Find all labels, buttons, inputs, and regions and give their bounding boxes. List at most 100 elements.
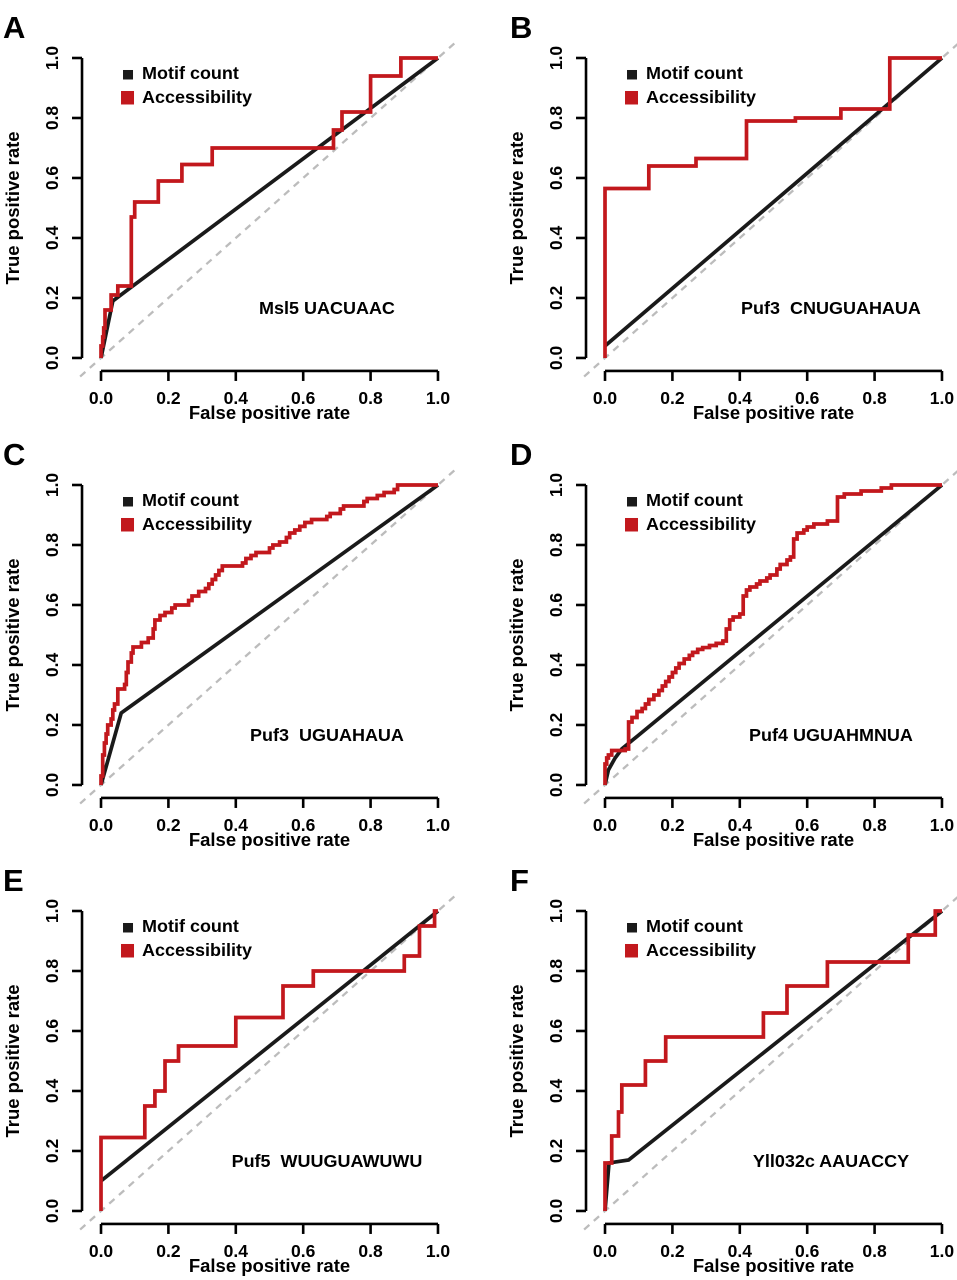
- x-tick-label: 0.4: [727, 388, 752, 408]
- x-tick-label: 1.0: [929, 1241, 953, 1261]
- x-tick-label: 0.2: [156, 388, 181, 408]
- x-tick-label: 0.6: [291, 1241, 316, 1261]
- legend-label-motif-count: Motif count: [646, 916, 743, 936]
- legend-swatch-motif-count: [626, 69, 637, 80]
- legend-swatch-accessibility: [121, 517, 135, 532]
- legend-label-accessibility: Accessibility: [142, 87, 252, 107]
- panel-a: 0.0 0.2 0.4 0.6 0.8 1.0 0.0 0.2 0.4 0.6 0.8 1.0 A T…: [0, 0, 479, 427]
- x-tick-label: 0.4: [727, 815, 752, 835]
- y-tick-label: 0.4: [546, 1079, 566, 1104]
- x-tick-label: 0.2: [156, 1241, 181, 1261]
- axes-layer: 0.0 0.2 0.4 0.6 0.8 1.0 0.0 0.2 0.4 0.6 0.8 1.0: [42, 899, 450, 1261]
- y-tick-label: 0.0: [546, 346, 566, 370]
- panel-f: 0.0 0.2 0.4 0.6 0.8 1.0 0.0 0.2 0.4 0.6 0.8 1.0 F T…: [479, 853, 957, 1280]
- axes-layer: 0.0 0.2 0.4 0.6 0.8 1.0 0.0 0.2 0.4 0.6 0.8 1.0: [546, 46, 954, 408]
- legend-swatch-accessibility: [624, 90, 638, 105]
- legend-label-accessibility: Accessibility: [646, 87, 756, 107]
- panel-letter: C: [3, 437, 25, 472]
- x-tick-label: 0.8: [358, 388, 383, 408]
- x-tick-label: 0.0: [89, 388, 113, 408]
- motif-annotation: Puf3 UGUAHAUA: [250, 725, 404, 745]
- x-tick-label: 0.0: [592, 815, 616, 835]
- x-tick-label: 0.8: [862, 1241, 887, 1261]
- x-tick-label: 1.0: [426, 388, 450, 408]
- curves-layer: [79, 467, 458, 805]
- curves-layer: [582, 895, 957, 1231]
- x-tick-label: 0.2: [156, 815, 181, 835]
- roc-curve-accessibility: [99, 56, 438, 358]
- y-tick-label: 0.8: [42, 532, 62, 557]
- legend-label-motif-count: Motif count: [646, 490, 743, 510]
- curves-layer: [79, 40, 458, 378]
- x-tick-label: 0.0: [592, 388, 616, 408]
- roc-plot-c: 0.0 0.2 0.4 0.6 0.8 1.0 0.0 0.2 0.4 0.6 0.8 1.0 C T…: [2, 437, 458, 850]
- x-tick-label: 0.6: [795, 815, 820, 835]
- roc-curve-motif-count: [603, 56, 943, 348]
- x-tick-label: 0.8: [358, 1241, 383, 1261]
- axes-layer: 0.0 0.2 0.4 0.6 0.8 1.0 0.0 0.2 0.4 0.6 0.8 1.0: [546, 472, 954, 834]
- y-axis-title: True positive rate: [2, 558, 23, 711]
- x-tick-label: 0.4: [727, 1241, 752, 1261]
- x-tick-label: 0.2: [660, 815, 685, 835]
- legend-label-accessibility: Accessibility: [142, 514, 252, 534]
- legend-swatch-accessibility: [624, 944, 638, 958]
- x-tick-label: 0.4: [224, 815, 249, 835]
- x-tick-label: 1.0: [426, 815, 450, 835]
- y-tick-label: 0.4: [546, 652, 566, 677]
- y-tick-label: 0.4: [42, 652, 62, 677]
- x-tick-label: 0.2: [660, 1241, 685, 1261]
- y-axis-title: True positive rate: [2, 985, 23, 1138]
- x-axis-title: False positive rate: [692, 402, 853, 423]
- y-tick-label: 1.0: [42, 472, 62, 496]
- x-axis-title: False positive rate: [189, 829, 350, 850]
- x-tick-label: 0.6: [291, 388, 316, 408]
- x-axis-title: False positive rate: [692, 829, 853, 850]
- x-axis-title: False positive rate: [189, 1255, 350, 1276]
- panel-e: 0.0 0.2 0.4 0.6 0.8 1.0 0.0 0.2 0.4 0.6 0.8 1.0 E T…: [0, 853, 479, 1280]
- y-axis-title: True positive rate: [506, 131, 527, 284]
- legend-swatch-accessibility: [624, 517, 638, 532]
- x-tick-label: 1.0: [426, 1241, 450, 1261]
- panel-letter: A: [3, 10, 25, 45]
- panel-letter: F: [510, 863, 529, 898]
- panel-c: 0.0 0.2 0.4 0.6 0.8 1.0 0.0 0.2 0.4 0.6 0.8 1.0 C T…: [0, 427, 479, 854]
- y-tick-label: 0.6: [546, 1019, 566, 1044]
- chance-diagonal: [79, 467, 458, 805]
- chance-diagonal: [582, 469, 957, 805]
- roc-plot-a: 0.0 0.2 0.4 0.6 0.8 1.0 0.0 0.2 0.4 0.6 0.8 1.0 A T…: [2, 10, 458, 423]
- legend-swatch-accessibility: [121, 90, 135, 105]
- axes-layer: 0.0 0.2 0.4 0.6 0.8 1.0 0.0 0.2 0.4 0.6 0.8 1.0: [42, 472, 450, 834]
- legend-label-motif-count: Motif count: [646, 63, 743, 83]
- panel-letter: D: [510, 437, 532, 472]
- roc-curve-accessibility: [602, 482, 942, 785]
- motif-annotation: Puf4 UGUAHMNUA: [749, 725, 913, 745]
- legend-label-accessibility: Accessibility: [142, 940, 252, 960]
- y-tick-label: 0.2: [546, 712, 566, 737]
- roc-plot-d: 0.0 0.2 0.4 0.6 0.8 1.0 0.0 0.2 0.4 0.6 0.8 1.0 D T…: [506, 437, 957, 850]
- roc-curve-accessibility: [602, 909, 942, 1212]
- legend-swatch-accessibility: [121, 944, 135, 958]
- legend-label-motif-count: Motif count: [142, 490, 239, 510]
- roc-curve-motif-count: [99, 483, 440, 786]
- panel-b: 0.0 0.2 0.4 0.6 0.8 1.0 0.0 0.2 0.4 0.6 0.8 1.0 B T…: [479, 0, 957, 427]
- y-axis-title: True positive rate: [2, 131, 23, 284]
- motif-annotation: Puf3 CNUGUAHAUA: [741, 298, 921, 318]
- chance-diagonal: [582, 895, 957, 1231]
- x-tick-label: 1.0: [929, 388, 953, 408]
- legend-label-motif-count: Motif count: [142, 63, 239, 83]
- y-axis-title: True positive rate: [506, 985, 527, 1138]
- y-tick-label: 1.0: [546, 472, 566, 496]
- curves-layer: [582, 42, 957, 378]
- y-tick-label: 0.6: [42, 592, 62, 617]
- roc-curve-accessibility: [99, 482, 438, 785]
- motif-annotation: Yll032c AAUACCY: [752, 1151, 908, 1171]
- x-tick-label: 0.2: [660, 388, 685, 408]
- y-tick-label: 0.8: [546, 106, 566, 131]
- roc-curve-motif-count: [602, 909, 943, 1212]
- legend-swatch-motif-count: [123, 69, 134, 80]
- y-tick-label: 0.6: [42, 166, 62, 191]
- y-tick-label: 0.4: [546, 226, 566, 251]
- y-tick-label: 0.4: [42, 226, 62, 251]
- axes-layer: 0.0 0.2 0.4 0.6 0.8 1.0 0.0 0.2 0.4 0.6 0.8 1.0: [546, 899, 954, 1261]
- panel-letter: E: [3, 863, 24, 898]
